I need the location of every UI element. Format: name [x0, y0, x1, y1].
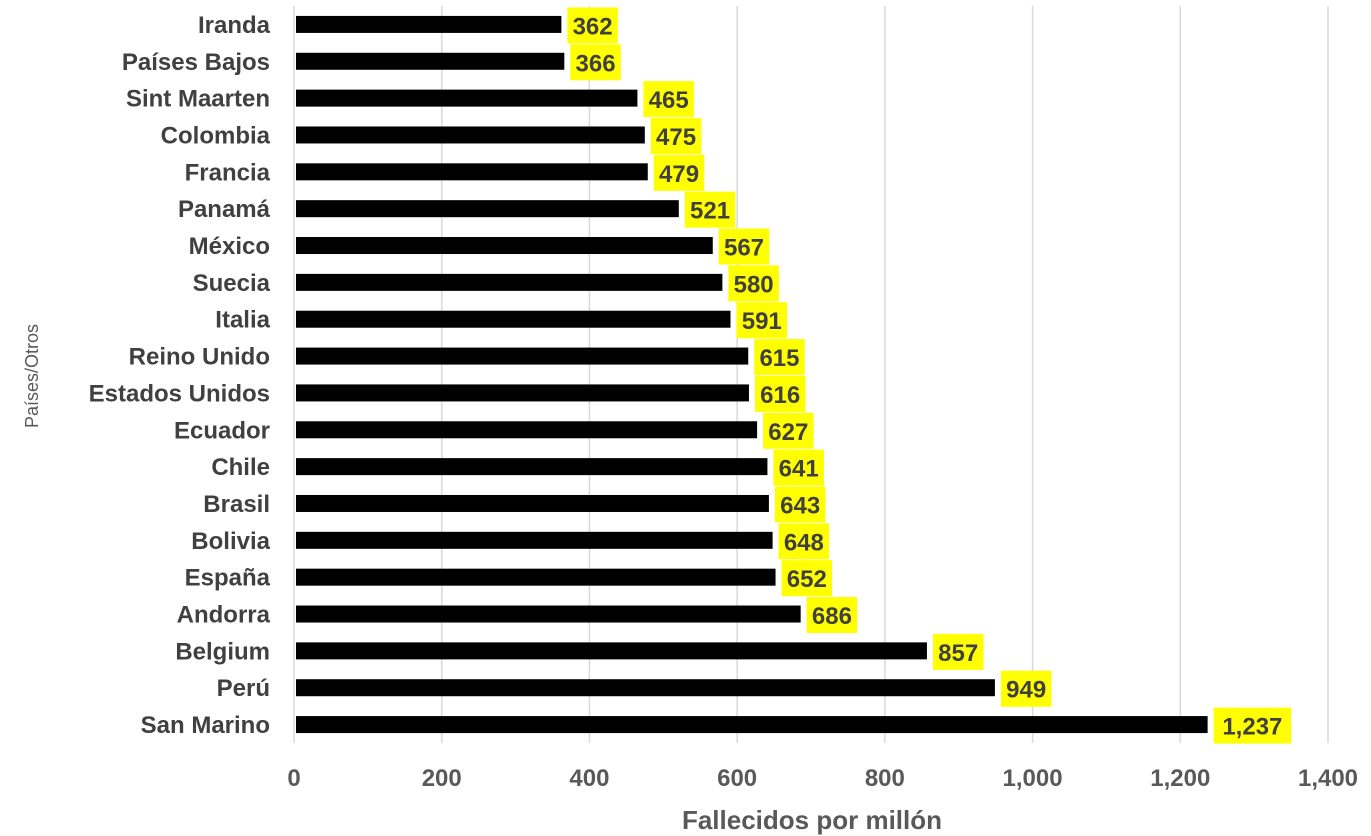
data-labels: 362 366 465 475 479 521 567 580 591 615 616 627 641 6… [567, 7, 1292, 744]
data-label-background [718, 228, 770, 265]
bar [296, 531, 773, 549]
bar [296, 421, 758, 439]
category-label: San Marino [141, 712, 270, 739]
data-label-background [773, 449, 824, 486]
bar [296, 679, 995, 697]
data-label-background [567, 7, 618, 44]
x-tick-label: 600 [717, 765, 757, 792]
category-label: Reino Unido [129, 344, 270, 371]
bar [296, 310, 731, 328]
data-label: 643 [780, 492, 820, 519]
category-label: Países Bajos [122, 49, 270, 76]
y-axis-title: Países/Otros [22, 324, 42, 428]
data-label: 949 [1006, 677, 1046, 704]
bar [296, 384, 749, 402]
x-tick-label: 400 [569, 765, 609, 792]
category-label: Sint Maarten [126, 86, 270, 113]
x-tick-label: 0 [287, 765, 300, 792]
category-labels: Iranda Países Bajos Sint Maarten Colombia Fr… [89, 12, 271, 739]
data-label: 591 [742, 308, 782, 335]
x-tick-labels: 0 200 400 600 800 1,000 1,200 1,400 [287, 765, 1358, 792]
category-label: Chile [211, 454, 270, 481]
bar [296, 15, 562, 33]
category-label: Andorra [177, 602, 271, 629]
bar [296, 716, 1208, 734]
data-label-background [754, 375, 806, 412]
data-label: 362 [573, 13, 613, 40]
category-label: Suecia [193, 270, 271, 297]
data-label-background [763, 412, 814, 449]
bar [296, 200, 679, 218]
data-label: 627 [768, 419, 808, 446]
x-tick-label: 1,200 [1150, 765, 1210, 792]
category-label: España [185, 565, 271, 592]
data-label-background [653, 154, 705, 191]
category-label: Perú [217, 675, 270, 702]
category-label: Colombia [161, 122, 271, 149]
x-tick-label: 800 [865, 765, 905, 792]
data-label: 648 [784, 529, 824, 556]
data-label: 615 [759, 345, 799, 372]
data-label-background [781, 560, 833, 597]
bar [296, 273, 723, 291]
data-label-background [728, 265, 779, 302]
data-label: 479 [659, 161, 699, 188]
data-label: 465 [649, 87, 689, 114]
data-label-background [778, 523, 830, 560]
data-label: 616 [760, 382, 800, 409]
data-label: 580 [734, 271, 774, 298]
category-label: México [189, 233, 270, 260]
bar [296, 494, 769, 512]
data-label-background [932, 633, 984, 670]
data-label: 1,237 [1222, 714, 1282, 741]
data-label: 652 [787, 566, 827, 593]
bar [296, 347, 749, 365]
data-label: 857 [938, 640, 978, 667]
bar [296, 126, 645, 144]
data-label-background [650, 117, 702, 154]
x-tick-label: 1,400 [1298, 765, 1358, 792]
category-label: Iranda [198, 12, 271, 39]
bar [296, 52, 565, 70]
category-label: Ecuador [174, 417, 270, 444]
category-label: Belgium [175, 638, 270, 665]
category-label: Bolivia [191, 528, 270, 555]
bar [296, 642, 927, 660]
bar [296, 568, 776, 586]
data-label: 567 [724, 235, 764, 262]
data-label-background [754, 339, 805, 376]
data-label: 366 [576, 50, 616, 77]
category-label: Panamá [178, 196, 271, 223]
bar [296, 89, 638, 107]
data-label-background [1000, 670, 1052, 707]
x-tick-label: 200 [422, 765, 462, 792]
bar [296, 458, 768, 476]
bar [296, 237, 713, 255]
bar [296, 163, 648, 181]
data-label: 475 [656, 124, 696, 151]
data-label: 641 [779, 456, 819, 483]
bar [296, 605, 801, 623]
data-label: 686 [812, 603, 852, 630]
data-label-background [570, 44, 621, 81]
data-label-background [684, 191, 736, 228]
x-axis-title: Fallecidos por millón [682, 805, 942, 835]
x-tick-label: 1,000 [1003, 765, 1063, 792]
data-label-background [1213, 707, 1292, 744]
category-label: Brasil [203, 491, 270, 518]
data-label-background [643, 81, 694, 118]
category-label: Francia [185, 159, 271, 186]
category-label: Estados Unidos [89, 380, 270, 407]
data-label-background [806, 597, 858, 634]
bars [296, 15, 1208, 734]
data-label-background [774, 486, 826, 523]
category-label: Italia [215, 307, 270, 334]
data-label: 521 [690, 198, 730, 225]
data-label-background [736, 302, 787, 339]
